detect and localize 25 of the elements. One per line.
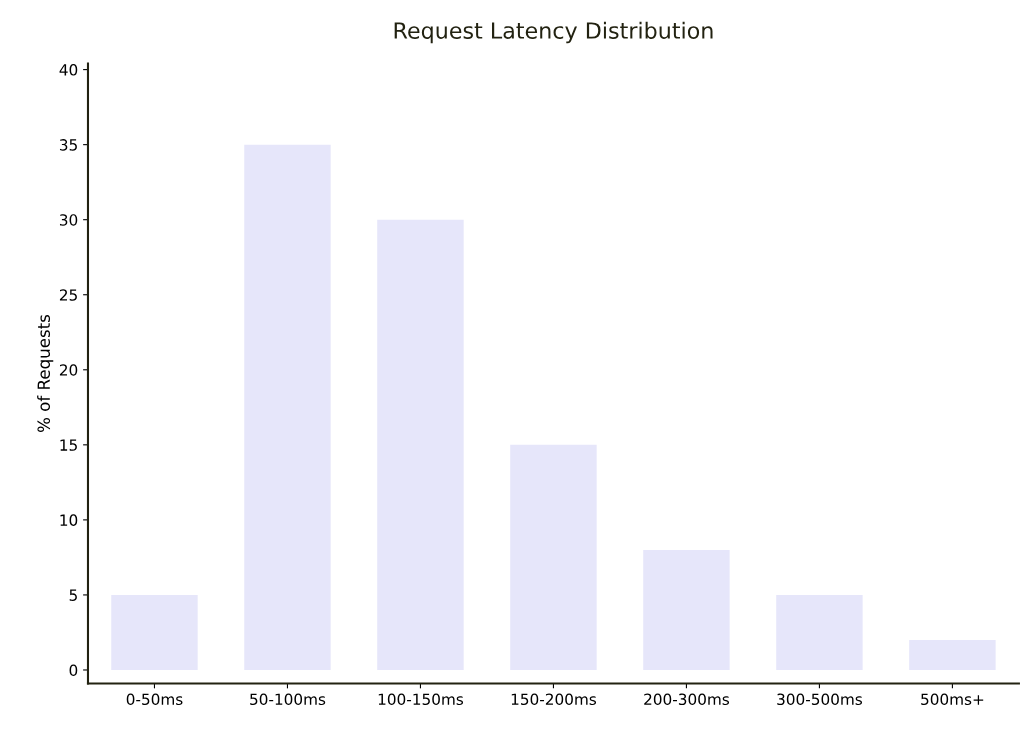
bar [244,144,331,670]
y-axis-title: % of Requests [37,314,54,433]
bar [776,594,863,670]
y-tick-label: 15 [60,439,77,451]
y-tick-label: 20 [59,364,78,376]
x-tick-label: 200-300ms [644,693,730,706]
x-tick-label: 300-500ms [777,693,863,706]
y-tick-label: 30 [59,214,78,226]
x-tick-label: 50-100ms [250,693,326,706]
x-tick-label: 500ms+ [921,693,984,706]
y-tick-label: 25 [59,289,77,301]
bar [377,219,464,670]
chart-title: Request Latency Distribution [394,21,713,44]
y-tick-label: 0 [69,664,78,676]
y-tick-label: 35 [59,139,77,151]
y-tick-label: 40 [59,64,78,76]
bar [111,594,198,670]
x-tick-label: 150-200ms [511,693,597,706]
y-tick-label: 5 [69,589,77,601]
bar [510,444,597,670]
x-tick-label: 100-150ms [378,693,464,706]
bar [909,639,996,670]
y-tick-label: 10 [60,514,78,526]
x-tick-label: 0-50ms [126,693,183,706]
bar [643,549,730,670]
